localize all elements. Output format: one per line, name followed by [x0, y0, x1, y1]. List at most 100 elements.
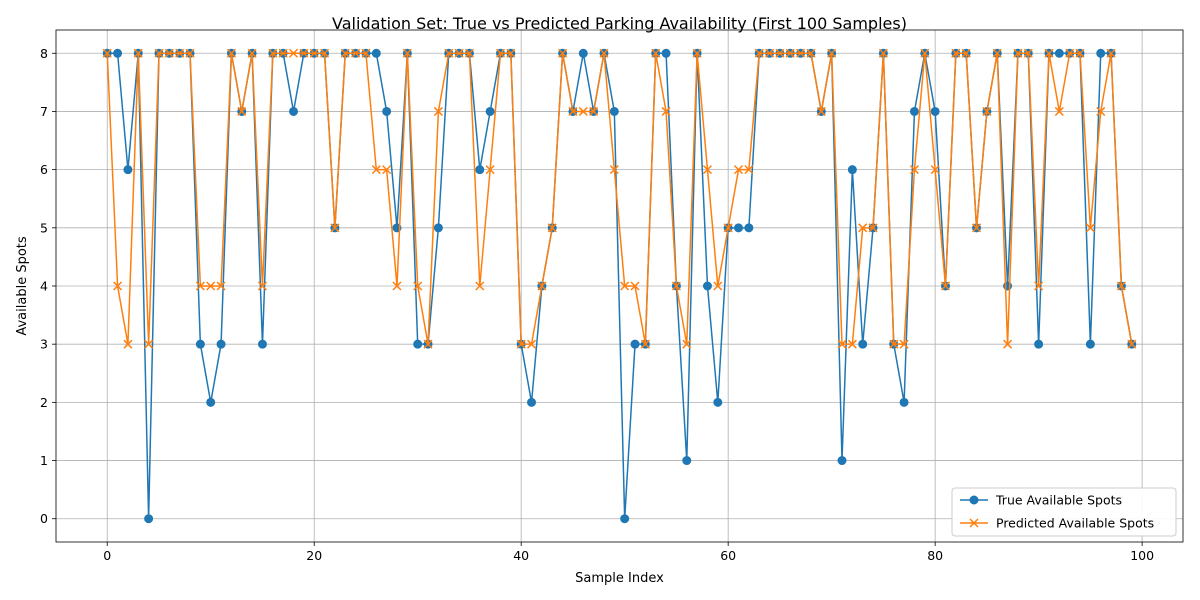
data-point [1075, 48, 1085, 58]
y-tick-label: 0 [40, 511, 48, 526]
data-point [299, 48, 309, 58]
data-point [226, 48, 236, 58]
data-point [713, 281, 723, 291]
data-point [423, 339, 433, 349]
data-point [930, 106, 940, 116]
data-point [247, 48, 257, 58]
data-point [288, 48, 299, 58]
data-point [206, 281, 216, 291]
data-point [392, 281, 402, 291]
data-point [1054, 48, 1064, 58]
data-point [547, 223, 557, 233]
y-tick-label: 2 [40, 395, 48, 410]
legend-item: Predicted Available Spots [960, 516, 1154, 531]
data-point [537, 281, 547, 291]
data-point [340, 48, 350, 58]
data-point [1085, 223, 1095, 233]
y-tick-label: 5 [40, 220, 48, 235]
data-point [702, 165, 712, 175]
data-point [765, 48, 775, 58]
data-point [609, 106, 619, 116]
data-point [951, 48, 961, 58]
data-point [847, 165, 857, 175]
data-point [837, 456, 847, 466]
series-layer [102, 48, 1137, 524]
x-tick-label: 60 [720, 548, 736, 563]
y-tick-label: 1 [40, 453, 48, 468]
data-point [899, 339, 909, 349]
data-point [237, 106, 247, 116]
data-point [992, 48, 1002, 58]
data-point [516, 339, 526, 349]
data-point [320, 48, 330, 58]
data-point [1034, 281, 1044, 291]
data-point [371, 48, 381, 58]
data-point [123, 165, 133, 175]
data-point [1106, 48, 1116, 58]
data-point [620, 514, 630, 524]
legend-label: Predicted Available Spots [996, 516, 1154, 531]
data-point [620, 281, 630, 291]
data-point [796, 48, 806, 58]
data-point [268, 48, 278, 58]
y-tick-label: 3 [40, 337, 48, 352]
data-point [578, 106, 588, 116]
data-point [402, 48, 412, 58]
data-point [671, 281, 681, 291]
data-point [837, 339, 847, 349]
data-point [382, 165, 392, 175]
x-tick-label: 40 [513, 548, 529, 563]
data-point [413, 281, 423, 291]
data-point [413, 339, 423, 349]
data-point [216, 281, 226, 291]
data-point [206, 397, 216, 407]
data-point [1013, 48, 1023, 58]
data-point [806, 48, 816, 58]
data-point [195, 339, 205, 349]
data-point [661, 106, 671, 116]
data-point [682, 456, 692, 466]
data-point [113, 281, 123, 291]
data-point [599, 48, 609, 58]
y-tick-label: 8 [40, 46, 48, 61]
data-point [651, 48, 661, 58]
data-point [1054, 106, 1064, 116]
data-point [1096, 106, 1106, 116]
data-point [920, 48, 930, 58]
data-point [1065, 48, 1075, 58]
data-point [1003, 339, 1013, 349]
data-point [982, 106, 992, 116]
data-point [785, 48, 795, 58]
data-point [195, 281, 205, 291]
y-tick-label: 7 [40, 104, 48, 119]
data-point [609, 165, 619, 175]
data-point [444, 48, 454, 58]
data-point [433, 106, 443, 116]
y-axis-label: Available Spots [15, 236, 30, 336]
data-point [702, 281, 712, 291]
legend-marker [969, 495, 979, 505]
data-point [568, 106, 578, 116]
data-point [433, 223, 443, 233]
data-point [847, 339, 857, 349]
data-point [495, 48, 506, 58]
data-point [475, 281, 485, 291]
data-point [868, 223, 878, 233]
plot-frame [55, 29, 1184, 543]
data-point [1127, 339, 1137, 349]
data-point [454, 48, 464, 58]
data-point [713, 397, 723, 407]
data-point [972, 223, 982, 233]
data-point [630, 339, 640, 349]
series-line [106, 52, 1133, 345]
data-point [113, 48, 123, 58]
data-point [930, 165, 940, 175]
data-point [527, 339, 537, 349]
data-point [909, 165, 919, 175]
data-point [144, 514, 154, 524]
data-point [858, 339, 868, 349]
data-point [1023, 48, 1033, 58]
grid [56, 30, 1183, 542]
y-axis-ticks: 0 1 2 3 4 5 6 7 8 [40, 46, 56, 526]
